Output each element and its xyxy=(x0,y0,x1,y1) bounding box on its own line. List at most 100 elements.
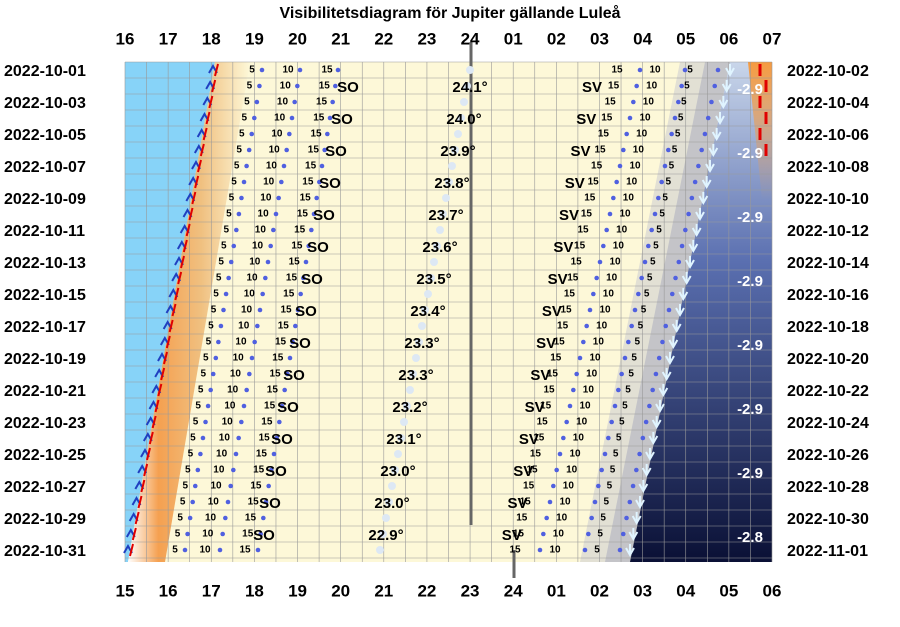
bottom-hour: 19 xyxy=(288,581,307,600)
contour-label: 15 xyxy=(239,545,251,556)
contour-label: 5 xyxy=(208,321,214,332)
contour-label: 5 xyxy=(681,97,687,108)
rise-direction: SO xyxy=(265,463,287,480)
jupiter-dot xyxy=(311,211,317,217)
jupiter-dot xyxy=(317,179,322,185)
jupiter-dot xyxy=(682,67,688,73)
jupiter-dot xyxy=(686,211,691,217)
jupiter-dot xyxy=(273,211,279,217)
right-date: 2022-10-18 xyxy=(787,319,869,336)
contour-label: 15 xyxy=(520,497,532,508)
jupiter-dot xyxy=(634,83,639,89)
contour-label: 10 xyxy=(241,305,253,316)
transit-dot xyxy=(409,370,417,378)
contour-label: 15 xyxy=(264,401,276,412)
jupiter-dot xyxy=(218,323,224,329)
jupiter-dot xyxy=(244,387,249,393)
jupiter-dot xyxy=(637,67,643,73)
contour-label: 5 xyxy=(216,273,222,284)
contour-label: 5 xyxy=(236,145,242,156)
contour-label: 10 xyxy=(593,337,605,348)
left-date: 2022-10-13 xyxy=(4,255,86,272)
jupiter-dot xyxy=(241,179,247,185)
contour-label: 10 xyxy=(211,481,223,492)
transit-dot xyxy=(442,194,450,202)
jupiter-dot xyxy=(630,483,636,489)
top-hour: 07 xyxy=(763,29,782,48)
set-direction: SV xyxy=(548,271,568,288)
right-date: 2022-10-24 xyxy=(787,415,869,432)
contour-label: 10 xyxy=(216,449,228,460)
jupiter-dot xyxy=(715,67,721,73)
contour-label: 10 xyxy=(573,433,585,444)
top-hour: 23 xyxy=(417,29,436,48)
contour-label: 10 xyxy=(623,193,635,204)
jupiter-dot xyxy=(195,467,201,473)
contour-label: 5 xyxy=(638,321,644,332)
sun-arrow xyxy=(140,479,146,493)
contour-label: 5 xyxy=(249,65,255,76)
transit-dot xyxy=(445,178,453,186)
contour-label: 15 xyxy=(259,433,271,444)
contour-label: 10 xyxy=(586,369,598,380)
jupiter-dot xyxy=(620,531,626,537)
jupiter-dot xyxy=(606,435,611,441)
contour-label: 10 xyxy=(619,209,631,220)
contour-label: 5 xyxy=(644,289,650,300)
transit-dot xyxy=(376,546,384,554)
right-date: 2022-10-22 xyxy=(787,383,869,400)
jupiter-dot xyxy=(689,195,695,201)
jupiter-dot xyxy=(327,115,333,121)
jupiter-dot xyxy=(640,435,646,441)
sun-arrow xyxy=(180,255,185,269)
contour-label: 15 xyxy=(574,241,586,252)
contour-label: 15 xyxy=(313,113,325,124)
contour-label: 5 xyxy=(597,529,603,540)
contour-label: 10 xyxy=(274,113,286,124)
contour-label: 5 xyxy=(659,209,665,220)
contour-label: 10 xyxy=(563,481,575,492)
transit-dot xyxy=(421,306,429,314)
jupiter-dot xyxy=(696,163,701,169)
jupiter-dot xyxy=(252,339,257,345)
jupiter-dot xyxy=(666,147,671,153)
jupiter-dot xyxy=(561,435,566,441)
jupiter-dot xyxy=(616,387,621,393)
rise-direction: SO xyxy=(325,143,347,160)
contour-label: 5 xyxy=(182,481,188,492)
right-date: 2022-10-28 xyxy=(787,479,869,496)
jupiter-dot xyxy=(284,147,289,153)
jupiter-dot xyxy=(564,419,569,425)
contour-label: 10 xyxy=(280,81,292,92)
contour-label: 15 xyxy=(577,225,589,236)
jupiter-dot xyxy=(287,131,292,137)
contour-label: 10 xyxy=(199,545,211,556)
contour-label: 10 xyxy=(649,65,661,76)
jupiter-dot xyxy=(647,403,652,409)
jupiter-dot xyxy=(659,179,664,185)
right-date: 2022-10-02 xyxy=(787,63,869,80)
jupiter-dot xyxy=(295,307,301,313)
magnitude: -2.9 xyxy=(737,465,763,482)
jupiter-dot xyxy=(705,115,711,121)
right-date: 2022-10-06 xyxy=(787,127,869,144)
jupiter-dot xyxy=(319,163,325,169)
bottom-hour: 01 xyxy=(547,581,566,600)
jupiter-dot xyxy=(271,451,277,457)
contour-label: 15 xyxy=(611,65,623,76)
jupiter-dot xyxy=(239,195,244,201)
transit-dot xyxy=(400,418,408,426)
contour-label: 15 xyxy=(543,385,555,396)
jupiter-dot xyxy=(537,547,543,553)
sun-arrow xyxy=(154,399,160,413)
contour-label: 5 xyxy=(631,353,637,364)
contour-label: 5 xyxy=(193,417,199,428)
bottom-hour: 16 xyxy=(159,581,178,600)
top-hour: 04 xyxy=(633,29,652,48)
contour-label: 15 xyxy=(272,353,284,364)
contour-label: 10 xyxy=(258,209,270,220)
contour-label: 5 xyxy=(641,305,647,316)
rise-direction: SO xyxy=(259,495,281,512)
jupiter-dot xyxy=(236,211,242,217)
jupiter-dot xyxy=(203,419,208,425)
